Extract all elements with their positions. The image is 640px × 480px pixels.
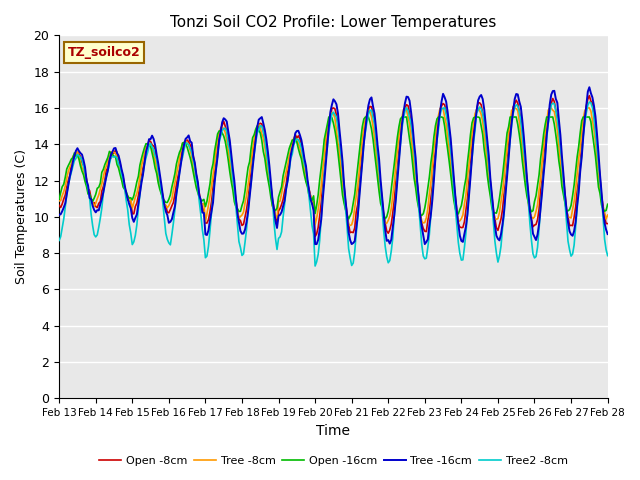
Open -16cm (157, 191, 165, 196)
Tree -16cm (538, 190, 546, 195)
Tree -16cm (604, 231, 611, 237)
Tree -8cm (346, 223, 354, 228)
Open -16cm (389, 174, 397, 180)
Line: Open -16cm: Open -16cm (59, 117, 607, 219)
Tree -16cm (311, 241, 319, 247)
Open -8cm (55, 203, 63, 208)
Tree2 -8cm (604, 253, 611, 259)
Tree2 -8cm (55, 238, 63, 243)
Open -16cm (70, 150, 78, 156)
Tree -16cm (55, 212, 63, 218)
Tree -8cm (157, 190, 165, 195)
Open -16cm (325, 114, 333, 120)
Line: Tree2 -8cm: Tree2 -8cm (59, 102, 607, 266)
Tree -8cm (371, 135, 378, 141)
Tree2 -8cm (369, 115, 377, 120)
Open -8cm (399, 109, 407, 115)
Y-axis label: Soil Temperatures (C): Soil Temperatures (C) (15, 149, 28, 284)
Tree -16cm (70, 153, 78, 158)
Open -8cm (604, 221, 611, 227)
Tree -16cm (369, 103, 377, 109)
Tree -16cm (157, 181, 165, 187)
Tree2 -8cm (387, 248, 395, 254)
Tree -16cm (387, 237, 395, 242)
Open -8cm (157, 185, 165, 191)
Open -8cm (538, 178, 546, 183)
Tree -8cm (365, 105, 372, 111)
Open -16cm (604, 202, 611, 207)
Open -16cm (540, 132, 547, 137)
Tree -8cm (55, 198, 63, 204)
Open -16cm (371, 149, 378, 155)
Tree -16cm (586, 84, 593, 90)
Open -8cm (70, 155, 78, 160)
Open -16cm (55, 196, 63, 202)
Open -8cm (586, 93, 593, 98)
Open -16cm (345, 216, 353, 222)
Tree -8cm (540, 143, 547, 149)
Tree2 -8cm (399, 115, 407, 121)
Open -8cm (369, 111, 377, 117)
Open -8cm (311, 234, 319, 240)
Tree2 -8cm (311, 263, 319, 269)
Tree -8cm (389, 192, 397, 198)
Tree -8cm (70, 154, 78, 160)
Tree2 -8cm (70, 158, 78, 164)
Tree -8cm (401, 105, 409, 111)
Text: TZ_soilco2: TZ_soilco2 (67, 46, 140, 59)
Tree2 -8cm (157, 188, 165, 193)
Legend: Open -8cm, Tree -8cm, Open -16cm, Tree -16cm, Tree2 -8cm: Open -8cm, Tree -8cm, Open -16cm, Tree -… (95, 451, 572, 470)
Tree -16cm (399, 110, 407, 116)
Tree -8cm (604, 212, 611, 218)
Line: Tree -8cm: Tree -8cm (59, 108, 607, 226)
Line: Open -8cm: Open -8cm (59, 96, 607, 237)
Open -16cm (401, 114, 409, 120)
Tree2 -8cm (538, 186, 546, 192)
Title: Tonzi Soil CO2 Profile: Lower Temperatures: Tonzi Soil CO2 Profile: Lower Temperatur… (170, 15, 497, 30)
Tree2 -8cm (586, 99, 593, 105)
X-axis label: Time: Time (316, 424, 350, 438)
Line: Tree -16cm: Tree -16cm (59, 87, 607, 244)
Open -8cm (387, 221, 395, 227)
